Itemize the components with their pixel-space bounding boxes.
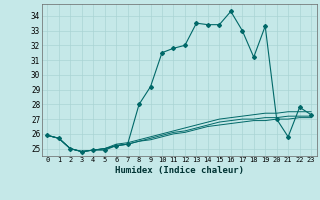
X-axis label: Humidex (Indice chaleur): Humidex (Indice chaleur) <box>115 166 244 175</box>
